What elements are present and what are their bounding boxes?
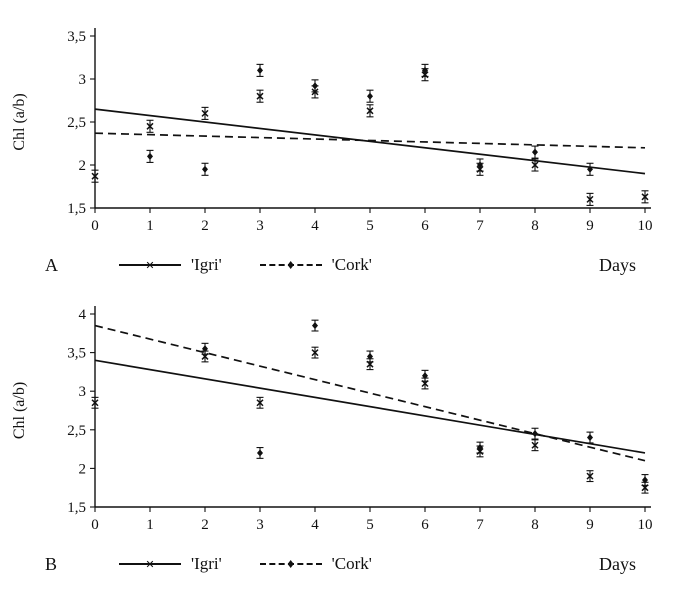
legend-item-igri-a: ✕ 'Igri' bbox=[119, 255, 222, 275]
svg-text:3: 3 bbox=[256, 517, 264, 533]
chart-b: 1,5 2 2,5 3 3,5 4 0 1 2 3 4 5 6 7 8 9 10 Chl (a/b) bbox=[11, 306, 653, 533]
panel-b-label: B bbox=[45, 553, 58, 574]
cork-line-sample: ♦ bbox=[259, 559, 322, 570]
svg-text:7: 7 bbox=[476, 218, 484, 234]
svg-text:9: 9 bbox=[586, 218, 594, 234]
x-axis-label-b: Days bbox=[599, 553, 636, 574]
svg-text:6: 6 bbox=[421, 218, 429, 234]
cork-legend-label: 'Cork' bbox=[331, 255, 372, 274]
legend-item-cork-a: ♦ 'Cork' bbox=[259, 255, 372, 275]
svg-text:3: 3 bbox=[79, 72, 87, 88]
svg-text:7: 7 bbox=[476, 517, 484, 533]
svg-text:0: 0 bbox=[91, 218, 99, 234]
svg-text:4: 4 bbox=[311, 517, 319, 533]
svg-text:Chl (a/b): Chl (a/b) bbox=[11, 93, 28, 150]
svg-text:2: 2 bbox=[201, 517, 209, 533]
igri-legend-label: 'Igri' bbox=[191, 255, 222, 274]
legend-row-b: B ✕ 'Igri' ♦ 'Cork' Days bbox=[0, 545, 686, 583]
svg-text:10: 10 bbox=[638, 218, 653, 234]
igri-line-sample: ✕ bbox=[119, 559, 181, 570]
svg-text:0: 0 bbox=[91, 517, 99, 533]
legend-item-cork-b: ♦ 'Cork' bbox=[259, 554, 372, 574]
svg-text:6: 6 bbox=[421, 517, 429, 533]
x-axis-label-a: Days bbox=[599, 254, 636, 275]
svg-text:9: 9 bbox=[586, 517, 594, 533]
svg-text:5: 5 bbox=[366, 517, 374, 533]
igri-line-sample: ✕ bbox=[119, 260, 181, 271]
cork-legend-label: 'Cork' bbox=[331, 554, 372, 573]
svg-text:3: 3 bbox=[79, 384, 87, 400]
svg-text:2: 2 bbox=[79, 158, 87, 174]
svg-text:1: 1 bbox=[146, 218, 154, 234]
igri-legend-label: 'Igri' bbox=[191, 554, 222, 573]
svg-text:4: 4 bbox=[311, 218, 319, 234]
svg-text:3,5: 3,5 bbox=[67, 29, 86, 45]
panel-a: 1,5 2 2,5 3 3,5 0 1 2 3 4 5 6 7 8 9 10 Chl (a/b) A ✕ 'Ig… bbox=[0, 6, 686, 284]
svg-text:1: 1 bbox=[146, 517, 154, 533]
svg-text:10: 10 bbox=[638, 517, 653, 533]
svg-text:3: 3 bbox=[256, 218, 264, 234]
svg-text:3,5: 3,5 bbox=[67, 346, 86, 362]
legend-b: ✕ 'Igri' ♦ 'Cork' bbox=[119, 554, 372, 574]
svg-text:2,5: 2,5 bbox=[67, 423, 86, 439]
legend-row-a: A ✕ 'Igri' ♦ 'Cork' Days bbox=[0, 246, 686, 284]
panel-a-label: A bbox=[45, 254, 58, 275]
x-marker-icon: ✕ bbox=[145, 557, 155, 571]
svg-text:1,5: 1,5 bbox=[67, 201, 86, 217]
diamond-marker-icon: ♦ bbox=[285, 557, 296, 571]
cork-line-sample: ♦ bbox=[259, 260, 322, 271]
x-marker-icon: ✕ bbox=[145, 258, 155, 272]
svg-text:1,5: 1,5 bbox=[67, 500, 86, 516]
legend-a: ✕ 'Igri' ♦ 'Cork' bbox=[119, 255, 372, 275]
svg-text:8: 8 bbox=[531, 218, 539, 234]
chlorophyll-ratio-figure: 1,5 2 2,5 3 3,5 0 1 2 3 4 5 6 7 8 9 10 Chl (a/b) A ✕ 'Ig… bbox=[0, 6, 686, 583]
svg-text:2,5: 2,5 bbox=[67, 115, 86, 131]
panel-b: 1,5 2 2,5 3 3,5 4 0 1 2 3 4 5 6 7 8 9 10 Chl (a/b) B ✕ 'I… bbox=[0, 300, 686, 583]
svg-text:2: 2 bbox=[79, 461, 87, 477]
svg-text:2: 2 bbox=[201, 218, 209, 234]
legend-item-igri-b: ✕ 'Igri' bbox=[119, 554, 222, 574]
chart-a: 1,5 2 2,5 3 3,5 0 1 2 3 4 5 6 7 8 9 10 Chl (a/b) bbox=[11, 28, 653, 234]
diamond-marker-icon: ♦ bbox=[285, 258, 296, 272]
svg-text:8: 8 bbox=[531, 517, 539, 533]
svg-text:4: 4 bbox=[79, 307, 87, 323]
svg-text:5: 5 bbox=[366, 218, 374, 234]
svg-text:Chl (a/b): Chl (a/b) bbox=[11, 382, 28, 439]
